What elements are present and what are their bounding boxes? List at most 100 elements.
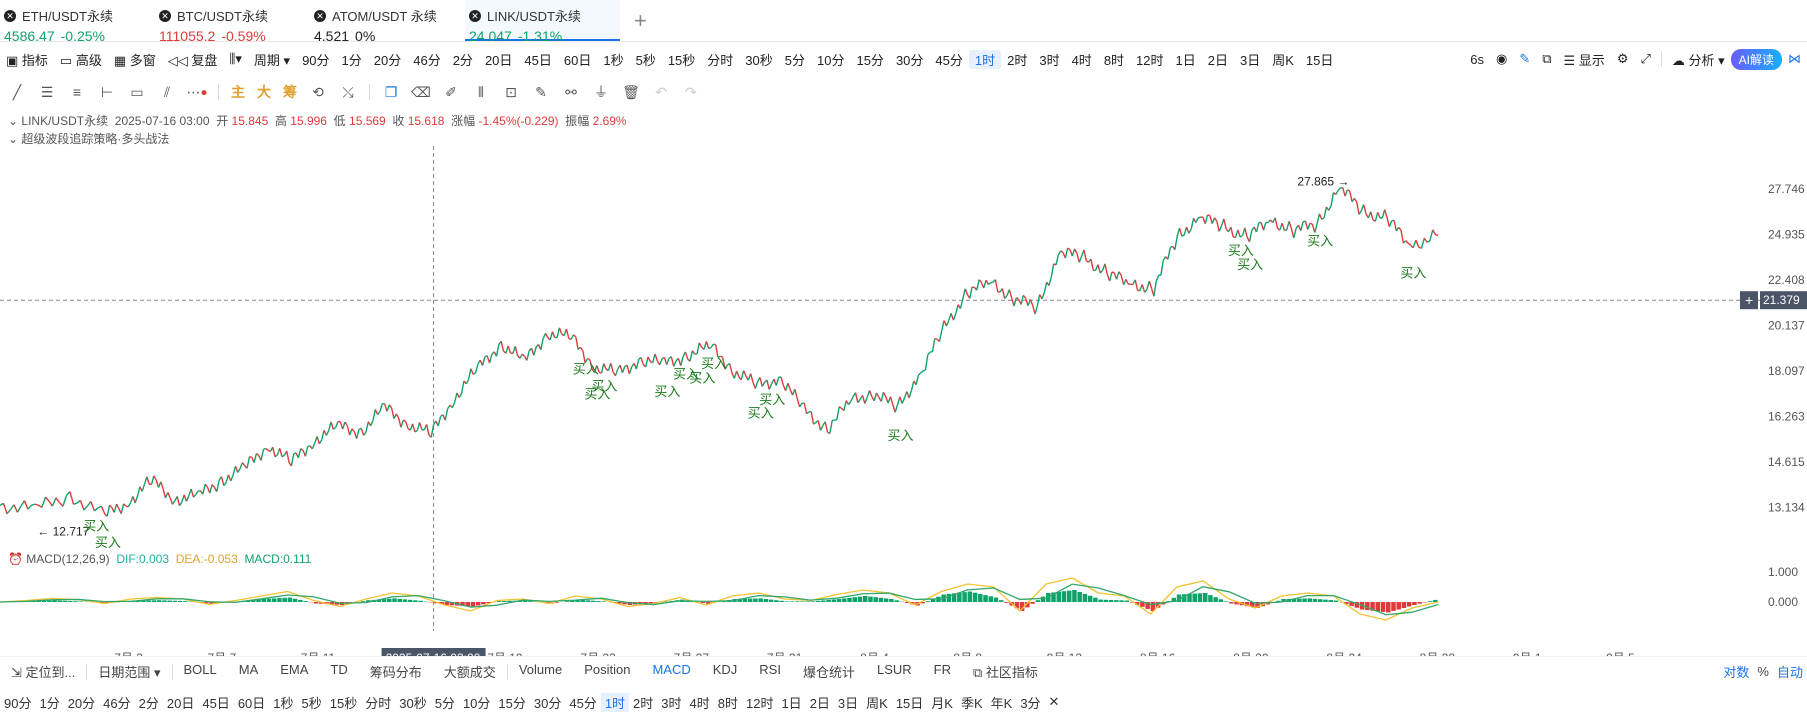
period-option[interactable]: 60日 <box>563 52 592 68</box>
measure-icon[interactable]: ⤯ <box>342 83 354 100</box>
period-option[interactable]: 45分 <box>935 52 963 68</box>
settings-icon[interactable]: ⚙ <box>1616 51 1629 66</box>
period-option[interactable]: 2时 <box>1007 52 1028 68</box>
rectangle-icon[interactable]: ▭ <box>130 83 144 100</box>
quick-period-option[interactable]: 分时 <box>365 695 392 711</box>
period-option[interactable]: 3时 <box>1039 52 1060 68</box>
quick-period-option[interactable]: 15日 <box>895 695 924 711</box>
quick-period-option[interactable]: 15分 <box>498 695 526 711</box>
quick-period-option[interactable]: 45日 <box>202 695 230 711</box>
community-indicator-button[interactable]: ⧉ 社区指标 <box>973 665 1038 680</box>
period-option[interactable]: 1时 <box>968 49 1002 69</box>
close-icon[interactable]: ✕ <box>314 9 326 22</box>
quick-period-option[interactable]: 20分 <box>67 695 96 711</box>
symbol-tab[interactable]: ✕ LINK/USDT永续 24.047 -1.31% <box>465 0 620 44</box>
quick-period-option[interactable]: 8时 <box>717 695 738 711</box>
period-option[interactable]: 5分 <box>784 52 805 68</box>
trend-line-icon[interactable]: ╱ <box>12 83 22 100</box>
chart-type-icon[interactable]: ⫼▾ <box>229 51 242 66</box>
quick-period-option[interactable]: 10分 <box>462 695 491 711</box>
period-option[interactable]: 2分 <box>452 52 473 68</box>
period-option[interactable]: 2日 <box>1207 52 1228 68</box>
magnet-icon[interactable]: ⟲ <box>312 83 324 100</box>
period-option[interactable]: 1秒 <box>603 52 624 68</box>
quick-period-option[interactable]: 2时 <box>633 695 654 711</box>
sub-indicator-option[interactable]: KDJ <box>712 662 738 677</box>
sub-indicator-option[interactable]: Volume <box>518 662 563 677</box>
eraser-icon[interactable]: ⌫ <box>411 83 431 100</box>
quick-period-option[interactable]: 季K <box>960 695 983 711</box>
advanced-button[interactable]: ▭ 高级 <box>59 52 102 68</box>
display-button[interactable]: ☰ 显示 <box>1563 52 1605 68</box>
chart-pattern-icon[interactable]: ⫴ <box>478 83 484 100</box>
period-option[interactable]: 15秒 <box>667 52 696 68</box>
period-option[interactable]: 15日 <box>1305 52 1334 68</box>
big-order-button[interactable]: 大 <box>257 84 271 100</box>
main-indicator-option[interactable]: MA <box>238 662 259 677</box>
main-indicator-option[interactable]: TD <box>330 662 348 677</box>
quick-period-option[interactable]: 1时 <box>600 692 630 712</box>
quick-period-option[interactable]: 4时 <box>689 695 710 711</box>
quick-period-option[interactable]: 60日 <box>237 695 266 711</box>
quick-period-option[interactable]: 1秒 <box>273 695 294 711</box>
alarm-icon[interactable]: ⏰ <box>8 552 23 566</box>
analysis-button[interactable]: ☁ 分析 ▾ <box>1671 52 1725 68</box>
ray-icon[interactable]: ⊢ <box>100 83 114 100</box>
quick-period-option[interactable]: 2分 <box>138 695 159 711</box>
period-option[interactable]: 30秒 <box>745 52 773 68</box>
quick-period-option[interactable]: 月K <box>931 695 953 711</box>
parallel-icon[interactable]: ⫽ <box>163 83 171 100</box>
main-indicator-option[interactable]: 筹码分布 <box>369 665 422 680</box>
quick-period-option[interactable]: 46分 <box>103 695 131 711</box>
price-chart[interactable]: 27.746 24.935 22.408 20.137 18.097 16.263 14.6… <box>0 146 1807 656</box>
sub-indicator-option[interactable]: Position <box>584 662 631 677</box>
symbol-tab[interactable]: ✕ ATOM/USDT 永续 4.521 0% <box>310 0 465 44</box>
auto-scale-button[interactable]: 自动 <box>1776 665 1803 680</box>
quick-period-option[interactable]: 5分 <box>434 695 455 711</box>
period-option[interactable]: 90分 <box>302 52 330 68</box>
horizontal-lines-icon[interactable]: ☰ <box>40 83 54 100</box>
lock-icon[interactable]: ⊡ <box>505 83 517 100</box>
quick-period-option[interactable]: 30分 <box>533 695 562 711</box>
sub-indicator-option[interactable]: FR <box>933 662 951 677</box>
period-option[interactable]: 4时 <box>1071 52 1092 68</box>
trash-icon[interactable]: 🗑 <box>622 83 640 100</box>
date-range-button[interactable]: 日期范围 ▾ <box>98 665 161 680</box>
symbol-tab[interactable]: ✕ BTC/USDT永续 111055.2 -0.59% <box>155 0 310 44</box>
period-option[interactable]: 5秒 <box>635 52 656 68</box>
collapse-icon[interactable]: ⌄ <box>8 132 19 146</box>
period-option[interactable]: 15分 <box>856 52 884 68</box>
period-option[interactable]: 30分 <box>895 52 924 68</box>
locate-button[interactable]: ⇲ 定位到... <box>11 665 76 680</box>
period-option[interactable]: 8时 <box>1103 52 1125 68</box>
quick-period-option[interactable]: 3分 <box>1020 695 1041 711</box>
filter-icon[interactable]: ⏚ <box>594 84 608 100</box>
close-icon[interactable]: ✕ <box>469 9 481 22</box>
quick-period-option[interactable]: 5秒 <box>301 695 322 711</box>
indicators-button[interactable]: ▣ 指标 <box>6 52 48 68</box>
sub-indicator-option[interactable]: RSI <box>759 662 781 677</box>
close-icon[interactable]: ✕ <box>1048 694 1060 709</box>
share-icon[interactable]: ⋈ <box>1788 51 1801 66</box>
period-option[interactable]: 10分 <box>817 52 845 68</box>
ai-analysis-button[interactable]: AI解读 <box>1730 48 1782 70</box>
period-option[interactable]: 3日 <box>1239 52 1261 68</box>
period-option[interactable]: 20分 <box>373 52 402 68</box>
quick-period-option[interactable]: 45分 <box>569 695 597 711</box>
main-indicator-option[interactable]: BOLL <box>183 662 217 677</box>
percent-scale-button[interactable]: % <box>1757 664 1769 679</box>
log-scale-button[interactable]: 对数 <box>1723 665 1750 680</box>
close-icon[interactable]: ✕ <box>4 9 16 22</box>
chips-button[interactable]: 筹 <box>283 84 297 100</box>
quick-period-option[interactable]: 1日 <box>781 695 802 711</box>
quick-period-option[interactable]: 3日 <box>837 695 859 711</box>
replay-button[interactable]: ◁◁ 复盘 <box>167 52 218 68</box>
main-indicator-button[interactable]: 主 <box>231 84 245 100</box>
fullscreen-icon[interactable]: ⤢ <box>1640 51 1651 66</box>
period-option[interactable]: 分时 <box>707 52 734 68</box>
quick-period-option[interactable]: 1分 <box>39 695 60 711</box>
close-icon[interactable]: ✕ <box>159 9 171 22</box>
main-indicator-option[interactable]: 大额成交 <box>443 665 496 680</box>
period-option[interactable]: 1分 <box>341 52 362 68</box>
multi-window-button[interactable]: ▦ 多窗 <box>113 52 156 68</box>
